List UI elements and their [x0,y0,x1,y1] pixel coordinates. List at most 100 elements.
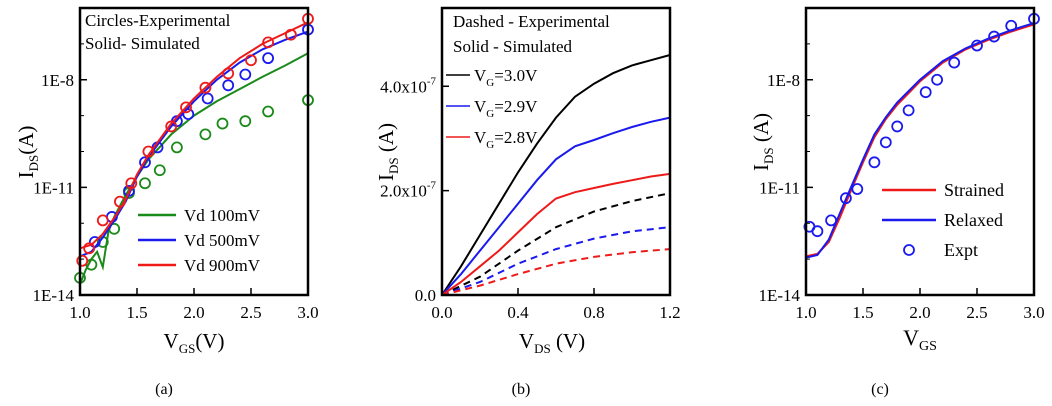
panel-a-xtick-label: 3.0 [297,303,318,322]
panel-a-series-2-point [142,145,155,158]
ytick-base: 2.0x10 [380,182,427,201]
legend-sub: G [486,77,494,89]
panel-c-series-2-point [971,39,983,52]
panel-a-ytick-label: 1E-8 [41,71,74,90]
panel-b-legend-label: VG=3.0V [474,66,538,89]
panel-b-plot [441,54,671,296]
panel-a-series-0-point [239,115,252,128]
panel-c-series-2-point [891,120,904,133]
panel-a-series-2-point [165,120,178,133]
panel-c-legend-label: Relaxed [944,210,1003,230]
panel-a-series-0-point [216,117,229,130]
panel-b-yticks: 0.02.0x10-74.0x10-7 [380,75,449,305]
panel-a-xtick-label: 1.0 [69,303,90,322]
panel-c-xticks: 1.0 1.5 2.0 2.5 3.0 [795,288,1045,322]
panel-b-xtick-label: 0.0 [431,303,452,322]
legend-tail: =3.0V [494,66,538,85]
panel-c-legend-label: Expt [944,240,978,260]
legend-tail: =2.8V [494,128,538,147]
panel-b-ytick-label: 2.0x10-7 [380,180,436,201]
panel-a-series-1-point [182,108,195,121]
panel-b-series-0-experimental [441,192,671,296]
panel-c-series-2-point [825,214,837,227]
panel-b-xtick-label: 0.8 [583,303,604,322]
panel-b-xticks: 0.0 0.4 0.8 1.2 [431,288,681,322]
panel-b-xtick-label: 0.4 [507,303,529,322]
panel-a-series-1-line [79,30,309,258]
panel-a-series-2-point [114,195,126,208]
panel-c-series-2-point [811,225,824,238]
panel-a-y-axis-label: IDS(A) [14,126,41,179]
panel-c-legend-label: Strained [944,180,1004,200]
panel-a-plot [74,12,314,285]
panel-b-ytick-label: 0.0 [415,286,436,305]
panel-a-series-2-point [125,177,138,190]
panel-a-xtick-label: 2.0 [183,303,204,322]
panel-a-series-1-point [262,52,275,65]
panel-b-caption: (b) [512,381,531,398]
panel-b-legend-label: VG=2.9V [474,97,538,120]
panel-c-ytick-label: 1E-8 [767,71,800,90]
legend-main: V [474,66,487,85]
panel-b-series-1-experimental [441,226,671,296]
panel-a-series-0-point [153,164,166,177]
panel-c-xtick-label: 1.5 [852,303,873,322]
panel-a-xtick-label: 1.5 [126,303,147,322]
panel-a: 1.0 1.5 2.0 2.5 3.0 1E-14 1E-11 1E-8 Circles-E… [14,6,319,398]
panel-a-series-0-point [170,141,183,154]
panel-b-ytick-label: 4.0x10-7 [380,75,436,96]
panel-a-series-1-point [201,92,214,105]
panel-b-series-0-simulated [441,54,671,296]
panel-a-annotation-1: Circles-Experimental [85,11,231,30]
ytick-base: 0.0 [415,286,436,305]
panel-b-series-2-simulated [441,172,671,296]
panel-b-x-axis-label: VDS (V) [519,329,585,356]
panel-c-series-2-point [919,86,932,99]
panel-c-series-2-point [1005,19,1018,32]
panel-a-series-0-point [262,105,275,118]
panel-c-series-2-point [840,192,852,205]
panel-a-series-2-point [262,36,275,49]
panel-a-series-2-point [222,67,235,80]
panel-b-y-axis-label: IDS (A) [374,123,401,181]
panel-b-legend-label: VG=2.8V [474,128,538,151]
panel-a-xticks: 1.0 1.5 2.0 2.5 3.0 [69,288,319,322]
panel-a-ytick-label: 1E-11 [33,178,74,197]
panel-a-series-2-point [76,254,89,267]
panel-a-annotation-2: Solid- Simulated [85,34,200,53]
panel-a-series-2-point [96,214,109,227]
ytick-base: 4.0x10 [380,77,427,96]
panel-a-series-0-point [139,177,151,190]
panel-a-ytick-label: 1E-14 [32,286,74,305]
panel-a-series-2-line [79,21,309,250]
panel-a-x-axis-label: VGS(V) [164,329,225,356]
panel-b-series-1-simulated [441,116,671,296]
panel-c-series-2-point [988,30,1000,43]
panel-c-series-2-point [931,73,943,86]
panel-c-xtick-label: 3.0 [1023,303,1044,322]
panel-c-xtick-label: 2.0 [909,303,930,322]
panel-c-series-2-point [868,156,881,169]
legend-sub: G [486,108,494,120]
panel-b-xtick-label: 1.2 [659,303,680,322]
panel-b-annotation-1: Dashed - Experimental [453,12,610,31]
panel-c-x-axis-label: VGS [903,325,937,354]
panel-a-series-1-point [239,68,252,81]
panel-a-yticks: 1E-14 1E-11 1E-8 [32,7,87,305]
panel-c-xtick-label: 1.0 [795,303,816,322]
legend-sub: G [486,139,494,151]
panel-c-y-axis-label: IDS (A) [749,113,776,171]
panel-a-series-0-point [199,128,212,141]
panel-a-xtick-label: 2.5 [240,303,261,322]
ytick-exponent: -7 [427,75,437,87]
panel-b-frame [440,6,672,297]
legend-main: V [474,128,487,147]
panel-a-series-2-point [284,28,297,41]
panel-c-plot [803,12,1040,259]
panel-c-series-2-point [948,56,961,69]
panel-a-caption: (a) [155,381,173,398]
panel-c-frame [804,6,1036,297]
panel-c-series-2-point [902,104,915,117]
